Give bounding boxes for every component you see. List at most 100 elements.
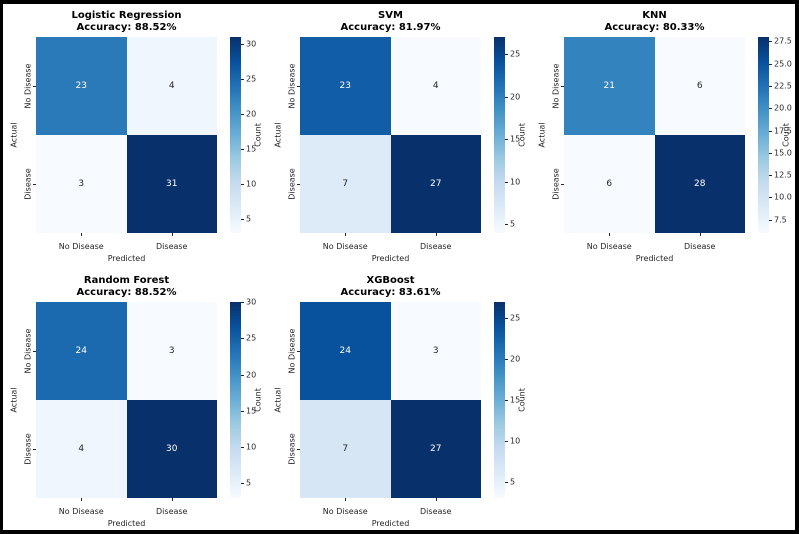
confusion-matrix-heatmap: 24 3 4 30 [36, 302, 217, 498]
colorbar-tick-mark [241, 374, 244, 376]
colorbar-tick-label: 25 [510, 313, 521, 323]
colorbar-tick-mark [505, 181, 508, 183]
colorbar-tick-label: 25 [246, 333, 257, 343]
colorbar-tick-label: 30 [246, 297, 257, 307]
x-tick-label: Disease [420, 242, 452, 251]
colorbar-axis-label: Count [253, 388, 263, 412]
x-tick-mark [81, 498, 83, 501]
colorbar-tick-label: 20 [510, 92, 521, 102]
colorbar-tick-mark [241, 219, 244, 220]
colorbar-tick-mark [505, 440, 508, 442]
chart-title: XGBoost [366, 275, 415, 286]
colorbar [494, 302, 505, 498]
colorbar-tick-mark [505, 318, 508, 320]
y-axis-label: Actual [273, 122, 283, 148]
colorbar [230, 37, 241, 233]
x-tick-mark [81, 233, 83, 236]
x-axis-label: Predicted [371, 254, 410, 263]
cell-value: 3 [168, 346, 175, 356]
colorbar-tick-label: 15.0 [774, 148, 792, 158]
colorbar-tick-label: 5 [510, 477, 516, 487]
colorbar-tick-label: 7.5 [774, 215, 787, 225]
matrix-cell: 7 [300, 400, 391, 498]
colorbar-tick-mark [241, 338, 244, 340]
matrix-cell: 4 [390, 37, 481, 135]
subplot-xgboost: XGBoost Accuracy: 83.61% 24 3 7 27 No Disease D… [267, 269, 531, 534]
y-tick-mark [33, 184, 36, 185]
colorbar-tick-mark [505, 400, 508, 401]
colorbar-tick-label: 20 [246, 109, 257, 119]
x-axis-label: Predicted [107, 519, 146, 528]
colorbar [494, 37, 505, 233]
matrix-cell: 3 [126, 302, 217, 400]
colorbar-tick-label: 20 [510, 354, 521, 364]
x-tick-mark [699, 233, 701, 236]
colorbar-tick-mark [769, 41, 772, 43]
matrix-cell: 21 [564, 37, 655, 135]
cell-value: 27 [430, 179, 442, 189]
confusion-matrix-heatmap: 23 4 7 27 [300, 37, 481, 233]
matrix-cell: 24 [36, 302, 127, 400]
matrix-cell: 3 [36, 135, 127, 233]
y-tick-label: Disease [287, 168, 297, 200]
colorbar-tick-label: 17.5 [774, 126, 792, 136]
matrix-cell: 4 [36, 400, 127, 498]
colorbar-tick-label: 25 [246, 74, 257, 84]
confusion-matrix-heatmap: 21 6 6 28 [564, 37, 745, 233]
cell-value: 24 [339, 346, 351, 356]
subplot-knn: KNN Accuracy: 80.33% 21 6 6 28 No Disease Disea… [531, 4, 795, 269]
colorbar-tick-mark [769, 130, 772, 132]
x-tick-label: Disease [156, 242, 188, 251]
y-axis-label: Actual [9, 387, 19, 413]
x-axis-label: Predicted [371, 519, 410, 528]
colorbar [758, 37, 769, 233]
cell-value: 6 [606, 179, 613, 189]
colorbar-tick-mark [505, 139, 508, 141]
matrix-cell: 4 [126, 37, 217, 135]
cell-value: 23 [339, 81, 351, 91]
matrix-cell: 27 [390, 400, 481, 498]
cell-value: 4 [78, 444, 85, 454]
y-tick-mark [33, 351, 36, 352]
subplot-logistic-regression: Logistic Regression Accuracy: 88.52% 23 4 3 3… [3, 4, 267, 269]
y-tick-mark [297, 449, 300, 450]
colorbar-tick-label: 5 [246, 214, 252, 224]
colorbar-tick-mark [241, 149, 244, 150]
chart-title: SVM [378, 10, 403, 21]
cell-value: 31 [166, 179, 178, 189]
chart-title: KNN [642, 10, 667, 21]
cell-value: 4 [432, 81, 439, 91]
matrix-cell: 24 [300, 302, 391, 400]
colorbar-tick-mark [769, 219, 772, 221]
x-tick-label: No Disease [322, 242, 368, 251]
colorbar-tick-label: 20 [246, 370, 257, 380]
y-tick-mark [561, 184, 564, 185]
colorbar-tick-mark [241, 410, 244, 412]
colorbar-tick-mark [241, 114, 244, 115]
colorbar-tick-label: 15 [246, 406, 257, 416]
colorbar-tick-label: 12.5 [774, 170, 792, 180]
y-axis-label: Actual [9, 122, 19, 148]
cell-value: 24 [75, 346, 87, 356]
matrix-cell: 31 [126, 135, 217, 233]
y-tick-mark [297, 351, 300, 352]
colorbar-tick-mark [241, 447, 244, 449]
colorbar-tick-label: 22.5 [774, 81, 792, 91]
colorbar-tick-mark [505, 481, 508, 483]
colorbar-tick-mark [769, 197, 772, 199]
chart-accuracy: Accuracy: 88.52% [76, 22, 177, 33]
colorbar-axis-label: Count [517, 388, 527, 412]
colorbar-tick-label: 10 [510, 177, 521, 187]
colorbar-tick-label: 10.0 [774, 192, 792, 202]
colorbar-tick-mark [769, 175, 772, 177]
y-tick-mark [33, 86, 36, 87]
cell-value: 27 [430, 444, 442, 454]
chart-accuracy: Accuracy: 80.33% [604, 22, 705, 33]
y-tick-mark [297, 86, 300, 87]
x-tick-label: Disease [684, 242, 716, 251]
cell-value: 21 [603, 81, 615, 91]
colorbar-tick-label: 15 [246, 144, 257, 154]
x-tick-label: No Disease [586, 242, 632, 251]
cell-value: 30 [166, 444, 178, 454]
cell-value: 6 [696, 81, 703, 91]
